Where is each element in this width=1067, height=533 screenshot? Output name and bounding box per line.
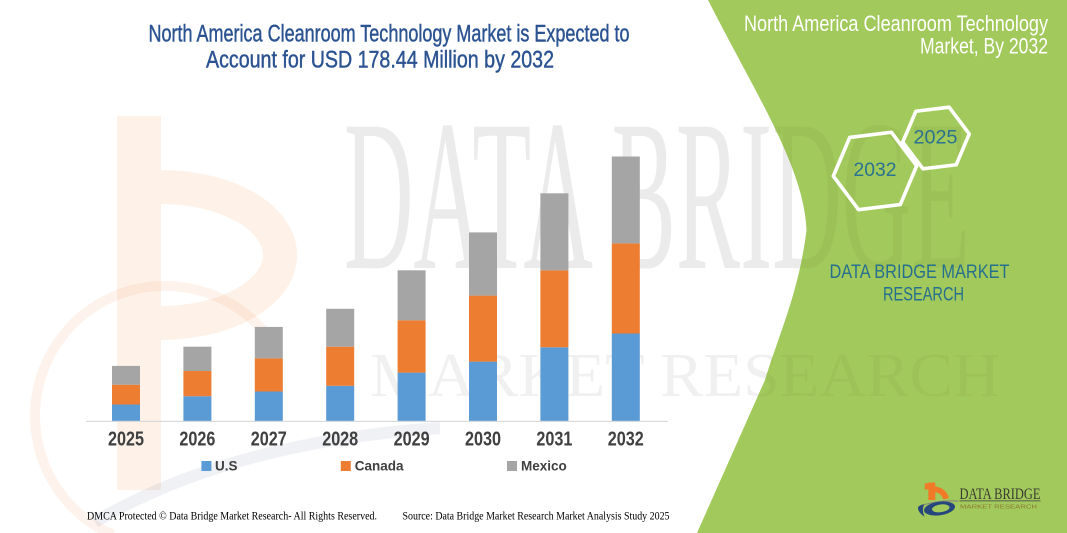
svg-text:DMCA Protected © Data Bridge M: DMCA Protected © Data Bridge Market Rese… (87, 509, 377, 523)
svg-text:Market, By 2032: Market, By 2032 (920, 34, 1048, 59)
svg-text:2028: 2028 (322, 429, 358, 451)
svg-text:North America Cleanroom Techno: North America Cleanroom Technology Marke… (149, 20, 630, 47)
svg-text:DATA BRIDGE: DATA BRIDGE (960, 486, 1041, 503)
svg-text:North America Cleanroom Techno: North America Cleanroom Technology (744, 11, 1048, 36)
svg-text:2027: 2027 (251, 429, 287, 451)
svg-text:2026: 2026 (179, 429, 215, 451)
svg-text:DATA BRIDGE MARKET: DATA BRIDGE MARKET (830, 261, 1010, 283)
svg-text:2031: 2031 (536, 429, 572, 451)
svg-text:2030: 2030 (465, 429, 501, 451)
svg-text:MARKET RESEARCH: MARKET RESEARCH (960, 505, 1037, 511)
svg-text:2025: 2025 (914, 128, 958, 149)
svg-text:Canada: Canada (355, 459, 404, 474)
svg-text:2032: 2032 (854, 160, 897, 181)
svg-text:Source: Data Bridge Market Res: Source: Data Bridge Market Research Mark… (403, 509, 670, 523)
svg-text:Account for USD 178.44 Million: Account for USD 178.44 Million by 2032 (206, 47, 554, 74)
svg-text:2025: 2025 (108, 429, 144, 451)
svg-text:Mexico: Mexico (521, 459, 567, 474)
svg-text:RESEARCH: RESEARCH (883, 283, 964, 305)
svg-text:2029: 2029 (394, 429, 430, 451)
svg-text:U.S: U.S (215, 459, 238, 474)
svg-text:2032: 2032 (608, 429, 644, 451)
